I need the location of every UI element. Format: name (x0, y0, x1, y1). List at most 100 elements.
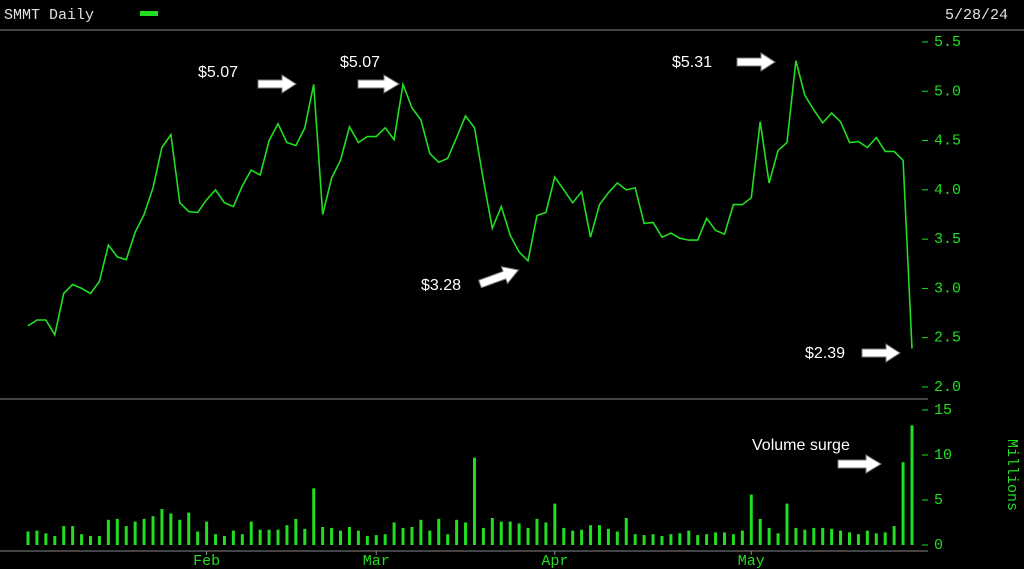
volume-bar (374, 535, 378, 545)
arrow (477, 265, 520, 289)
volume-bar (133, 521, 137, 545)
volume-bar (499, 521, 503, 545)
annotation: $3.28 (421, 277, 461, 294)
volume-bar (222, 536, 226, 545)
volume-bar (669, 534, 673, 545)
volume-bar (71, 526, 75, 545)
volume-bar (615, 531, 619, 545)
volume-bar (330, 527, 334, 545)
volume-bar (687, 530, 691, 545)
volume-bar (776, 533, 780, 545)
arrow (861, 343, 901, 363)
volume-bar (472, 457, 476, 545)
y-tick-label: 15 (934, 402, 952, 419)
arrow (837, 454, 882, 474)
chart-title: SMMT Daily (4, 7, 94, 24)
volume-bar (847, 532, 851, 545)
y-tick-label: 0 (934, 537, 943, 554)
volume-bar (874, 533, 878, 545)
volume-bar (160, 509, 164, 545)
y-tick-label: 5.0 (934, 83, 961, 100)
annotation: $2.39 (805, 345, 845, 362)
volume-bar (606, 528, 610, 545)
volume-bar (142, 518, 146, 545)
volume-bar (785, 503, 789, 545)
volume-bar (231, 530, 235, 545)
price-line (27, 60, 913, 349)
volume-bar (151, 516, 155, 545)
volume-bar (267, 529, 271, 545)
volume-bar (731, 534, 735, 545)
volume-bar (633, 534, 637, 545)
volume-bar (124, 526, 128, 545)
volume-bar (553, 503, 557, 545)
y-tick-label: 4.5 (934, 133, 961, 150)
x-tick-label: May (738, 553, 765, 569)
y-tick-label: 3.0 (934, 280, 961, 297)
volume-bar (589, 525, 593, 545)
volume-bar (62, 526, 66, 545)
volume-bar (276, 529, 280, 545)
volume-bar (544, 522, 548, 545)
y-tick-label: 2.0 (934, 379, 961, 396)
volume-bar (294, 518, 298, 545)
date: 5/28/24 (945, 7, 1008, 24)
volume-bar (901, 462, 905, 545)
volume-bar (258, 529, 262, 545)
volume-bar (749, 494, 753, 545)
volume-bar (401, 527, 405, 545)
volume-bar (187, 512, 191, 545)
x-tick-label: Apr (541, 553, 568, 569)
volume-bar (892, 526, 896, 545)
legend-swatch (140, 11, 158, 16)
volume-bar (446, 534, 450, 545)
volume-bar (865, 530, 869, 545)
volume-bar (722, 532, 726, 545)
volume-bar (115, 518, 119, 545)
volume-bar (481, 527, 485, 545)
volume-bar (464, 522, 468, 545)
volume-bar (597, 525, 601, 545)
volume-bar (80, 534, 84, 545)
volume-bar (303, 528, 307, 545)
volume-bar (490, 518, 494, 545)
volume-bar (705, 534, 709, 545)
volume-bar (106, 519, 110, 545)
volume-bar (205, 521, 209, 545)
volume-bar (178, 519, 182, 545)
volume-bar (535, 518, 539, 545)
volume-bar (571, 530, 575, 545)
volume-bar (758, 518, 762, 545)
annotation: Volume surge (752, 437, 850, 454)
volume-bar (883, 532, 887, 545)
volume-bar (821, 527, 825, 545)
volume-bar (53, 536, 57, 545)
volume-bar (714, 532, 718, 545)
volume-bar (347, 527, 351, 545)
y-tick-label: 2.5 (934, 330, 961, 347)
arrow (257, 74, 297, 94)
arrow (357, 74, 400, 94)
y-tick-label: 5.5 (934, 34, 961, 51)
volume-bar (196, 531, 200, 545)
volume-bar (696, 535, 700, 545)
volume-bar (44, 533, 48, 545)
volume-bar (767, 527, 771, 545)
y-tick-label: 3.5 (934, 231, 961, 248)
volume-bar (437, 518, 441, 545)
y-tick-label: 5 (934, 492, 943, 509)
arrow (736, 52, 776, 72)
volume-bar (312, 488, 316, 545)
volume-bar (830, 528, 834, 545)
volume-bar (365, 536, 369, 545)
volume-axis-label: Millions (1003, 439, 1020, 511)
volume-bar (508, 521, 512, 545)
volume-bar (517, 523, 521, 545)
volume-bar (240, 534, 244, 545)
y-tick-label: 4.0 (934, 182, 961, 199)
volume-bar (169, 513, 173, 545)
annotation: $5.07 (198, 64, 238, 81)
volume-bar (651, 534, 655, 545)
